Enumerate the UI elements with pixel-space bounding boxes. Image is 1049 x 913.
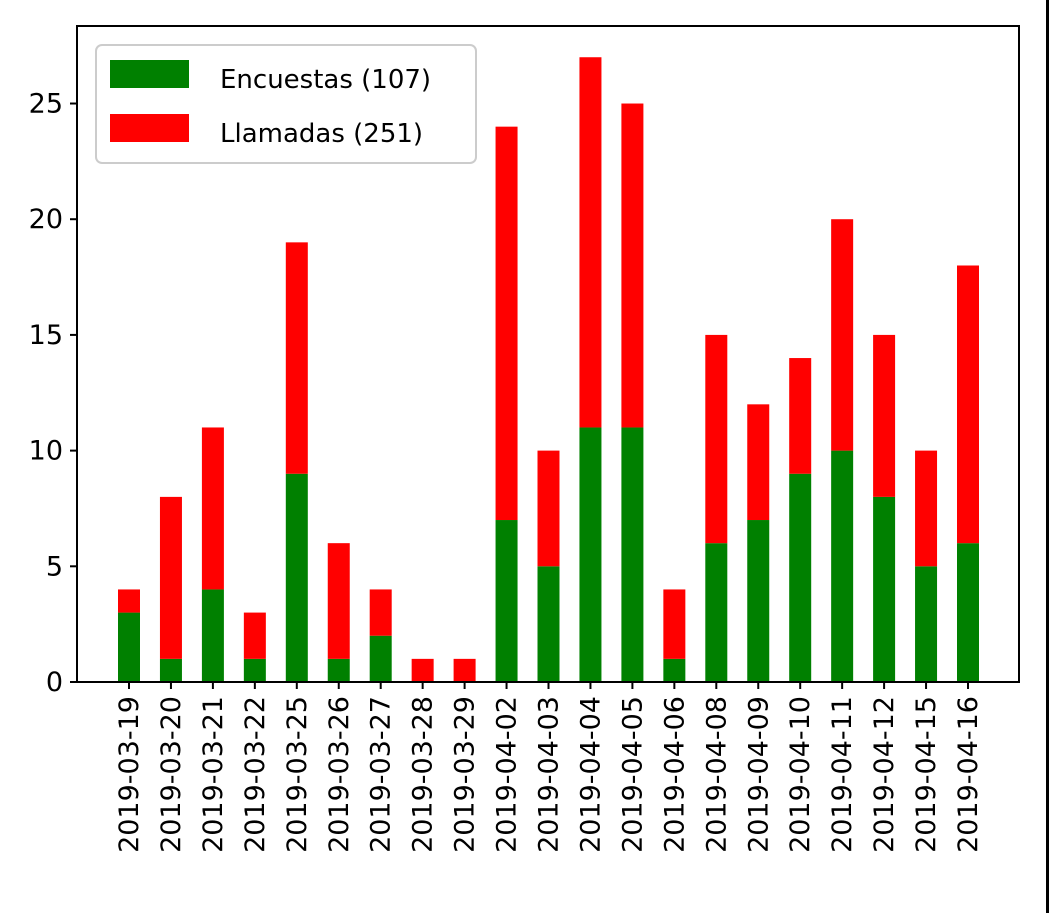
x-tick-label: 2019-04-12 [869, 696, 900, 853]
bar-llamadas-2019-04-12 [873, 334, 896, 497]
bar-llamadas-2019-04-02 [495, 126, 518, 521]
bar-encuestas-2019-04-16 [957, 543, 979, 682]
bar-llamadas-2019-03-26 [327, 543, 350, 659]
x-tick-label: 2019-03-27 [366, 696, 397, 853]
bar-llamadas-2019-04-09 [747, 404, 770, 521]
bar-encuestas-2019-04-12 [873, 496, 896, 682]
x-tick-label: 2019-04-16 [953, 696, 984, 853]
bar-encuestas-2019-04-06 [663, 658, 686, 682]
bar-encuestas-2019-03-21 [201, 589, 224, 682]
bar-encuestas-2019-04-15 [915, 566, 938, 682]
y-tick-label: 25 [29, 89, 63, 120]
x-tick-label: 2019-03-21 [198, 696, 229, 853]
bar-llamadas-2019-04-05 [621, 103, 644, 428]
bar-encuestas-2019-04-11 [831, 450, 854, 682]
x-tick-label: 2019-03-26 [324, 696, 355, 853]
y-tick-label: 5 [46, 551, 63, 582]
x-tick-label: 2019-04-11 [827, 696, 858, 853]
x-tick-label: 2019-04-09 [743, 696, 774, 853]
bar-llamadas-2019-04-11 [831, 219, 854, 451]
bar-llamadas-2019-03-21 [201, 427, 224, 590]
window-edge [1046, 0, 1049, 913]
x-tick-label: 2019-04-02 [492, 696, 523, 853]
x-tick-label: 2019-04-04 [575, 696, 606, 853]
legend: Encuestas (107) Llamadas (251) [95, 44, 477, 164]
x-tick-label: 2019-03-25 [282, 696, 313, 853]
bar-encuestas-2019-04-10 [789, 473, 812, 682]
bar-llamadas-2019-03-19 [118, 589, 140, 613]
bar-llamadas-2019-04-10 [789, 358, 812, 474]
bar-llamadas-2019-03-28 [411, 658, 434, 682]
legend-swatch-llamadas [110, 114, 189, 142]
bar-llamadas-2019-04-08 [705, 334, 728, 544]
bar-llamadas-2019-04-06 [663, 589, 686, 659]
x-tick-label: 2019-03-29 [450, 696, 481, 853]
bar-llamadas-2019-03-25 [285, 242, 308, 474]
bar-llamadas-2019-03-29 [453, 658, 476, 682]
x-tick-label: 2019-03-20 [156, 696, 187, 853]
legend-label-llamadas: Llamadas (251) [220, 119, 423, 149]
bar-encuestas-2019-04-02 [495, 520, 518, 682]
bar-encuestas-2019-04-03 [537, 566, 560, 682]
y-tick-label: 15 [29, 320, 63, 351]
x-tick-label: 2019-04-05 [617, 696, 648, 853]
bar-llamadas-2019-03-27 [369, 589, 392, 636]
x-tick-label: 2019-03-19 [114, 696, 145, 853]
bar-llamadas-2019-04-03 [537, 450, 560, 567]
y-tick-label: 0 [46, 667, 63, 698]
bar-llamadas-2019-03-20 [159, 496, 182, 659]
x-tick-label: 2019-04-06 [659, 696, 690, 853]
y-axis: 0 5 10 15 20 25 [29, 89, 77, 698]
y-tick-label: 10 [29, 436, 63, 467]
bar-llamadas-2019-04-04 [579, 57, 602, 428]
bar-encuestas-2019-03-27 [369, 635, 392, 682]
bar-encuestas-2019-04-08 [705, 543, 728, 682]
y-tick-label: 20 [29, 204, 63, 235]
x-tick-label: 2019-04-08 [701, 696, 732, 853]
bar-llamadas-2019-03-22 [243, 612, 266, 659]
legend-box [95, 44, 477, 164]
legend-label-encuestas: Encuestas (107) [220, 65, 431, 95]
legend-swatch-encuestas [110, 60, 189, 88]
bar-encuestas-2019-03-22 [243, 658, 266, 682]
x-tick-label: 2019-04-15 [911, 696, 942, 853]
x-tick-label: 2019-03-28 [408, 696, 439, 853]
bar-encuestas-2019-04-05 [621, 427, 644, 682]
bar-encuestas-2019-03-26 [327, 658, 350, 682]
bar-encuestas-2019-03-20 [159, 658, 182, 682]
x-axis: 2019-03-19 2019-03-20 2019-03-21 2019-03-22… [114, 682, 984, 853]
bar-encuestas-2019-03-25 [285, 473, 308, 682]
bar-llamadas-2019-04-15 [915, 450, 938, 567]
x-tick-label: 2019-04-03 [534, 696, 565, 853]
bar-llamadas-2019-04-16 [957, 265, 979, 544]
x-tick-label: 2019-04-10 [785, 696, 816, 853]
bars-group [118, 57, 979, 682]
bar-encuestas-2019-04-04 [579, 427, 602, 682]
bar-encuestas-2019-04-09 [747, 520, 770, 682]
bar-encuestas-2019-03-19 [118, 612, 140, 682]
x-tick-label: 2019-03-22 [240, 696, 271, 853]
